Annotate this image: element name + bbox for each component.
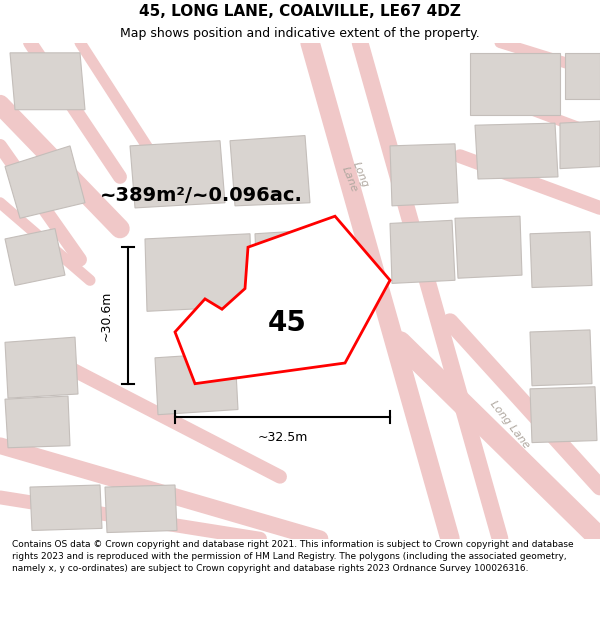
Polygon shape — [175, 216, 390, 384]
Polygon shape — [530, 232, 592, 288]
Polygon shape — [145, 234, 252, 311]
Polygon shape — [5, 229, 65, 286]
Polygon shape — [470, 53, 560, 115]
Text: ~32.5m: ~32.5m — [257, 431, 308, 444]
Polygon shape — [155, 352, 238, 415]
Polygon shape — [5, 146, 85, 218]
Polygon shape — [455, 216, 522, 278]
Polygon shape — [5, 396, 70, 448]
Polygon shape — [5, 337, 78, 398]
Polygon shape — [565, 53, 600, 99]
Polygon shape — [10, 53, 85, 110]
Text: Map shows position and indicative extent of the property.: Map shows position and indicative extent… — [120, 27, 480, 39]
Polygon shape — [530, 387, 597, 442]
Text: ~30.6m: ~30.6m — [100, 290, 113, 341]
Polygon shape — [255, 231, 308, 306]
Polygon shape — [130, 141, 225, 208]
Polygon shape — [390, 221, 455, 283]
Text: Contains OS data © Crown copyright and database right 2021. This information is : Contains OS data © Crown copyright and d… — [12, 541, 574, 573]
Text: ~389m²/~0.096ac.: ~389m²/~0.096ac. — [100, 186, 303, 205]
Polygon shape — [560, 121, 600, 169]
Text: 45, LONG LANE, COALVILLE, LE67 4DZ: 45, LONG LANE, COALVILLE, LE67 4DZ — [139, 4, 461, 19]
Text: Long
Lane: Long Lane — [340, 160, 370, 194]
Text: Long Lane: Long Lane — [488, 399, 532, 451]
Polygon shape — [390, 144, 458, 206]
Polygon shape — [105, 485, 177, 532]
Text: 45: 45 — [268, 309, 307, 337]
Polygon shape — [30, 485, 102, 531]
Polygon shape — [230, 136, 310, 206]
Polygon shape — [530, 330, 592, 386]
Polygon shape — [475, 123, 558, 179]
